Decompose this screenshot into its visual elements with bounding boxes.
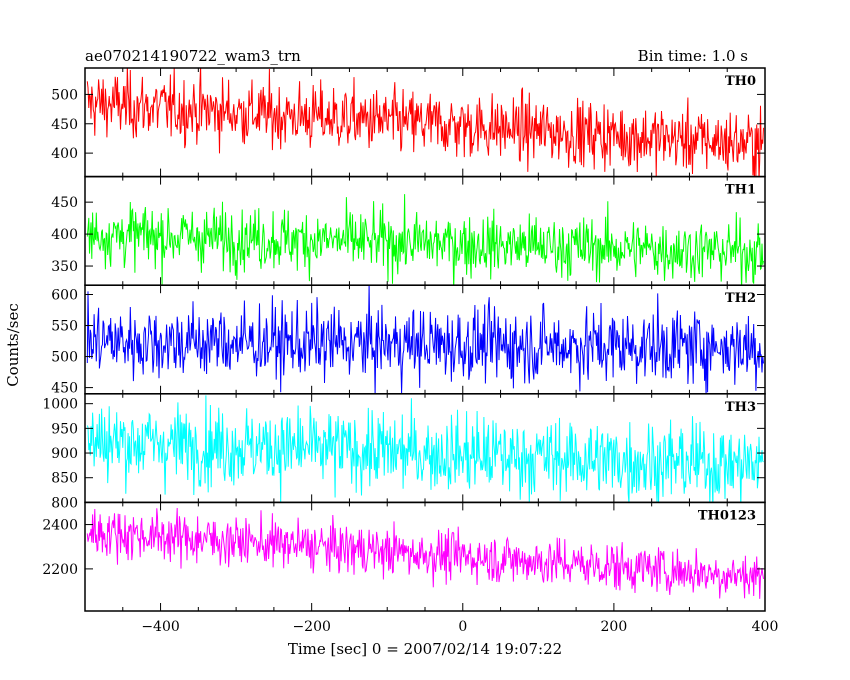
y-tick-label-th2: 500 [51,350,78,366]
y-tick-label-th2: 550 [51,319,78,335]
y-tick-label-th3: 1000 [42,397,78,413]
y-tick-label-th0: 500 [51,87,78,103]
panel-label-th1: TH1 [725,183,756,198]
y-tick-label-th1: 450 [51,195,78,211]
series-th2 [86,285,764,394]
series-th0123 [86,507,764,599]
x-axis-label: Time [sec] 0 = 2007/02/14 19:07:22 [288,640,562,658]
y-tick-label-th1: 400 [51,227,78,243]
series-th1 [86,194,764,286]
y-tick-label-th2: 600 [51,288,78,304]
panel-label-th2: TH2 [725,291,756,306]
y-tick-label-th1: 350 [51,259,78,275]
y-tick-label-th3: 850 [51,471,78,487]
y-tick-label-th3: 800 [51,495,78,511]
x-tick-label: −200 [292,619,330,635]
y-tick-label-th0123: 2200 [42,562,78,578]
chart-title: ae070214190722_wam3_trn [85,47,301,65]
y-tick-label-th0123: 2400 [42,518,78,534]
y-tick-label-th3: 950 [51,421,78,437]
y-tick-label-th0: 400 [51,146,78,162]
plot-layer: 400 450 500 TH0 350 400 450 TH1 450 500 550 600 TH2 8… [42,67,779,635]
y-tick-label-th3: 900 [51,446,78,462]
y-tick-label-th2: 450 [51,381,78,397]
series-th3 [86,395,764,503]
x-tick-label: −400 [141,619,179,635]
bin-time-label: Bin time: 1.0 s [638,47,748,65]
x-tick-label: 0 [458,619,467,635]
panel-label-th0: TH0 [725,74,756,89]
x-tick-label: 200 [601,619,628,635]
y-tick-label-th0: 450 [51,117,78,133]
x-tick-label: 400 [752,619,779,635]
y-axis-label: Counts/sec [4,303,22,387]
series-th0 [86,68,764,177]
panel-label-th3: TH3 [725,400,756,415]
panel-label-th0123: TH0123 [698,508,756,523]
